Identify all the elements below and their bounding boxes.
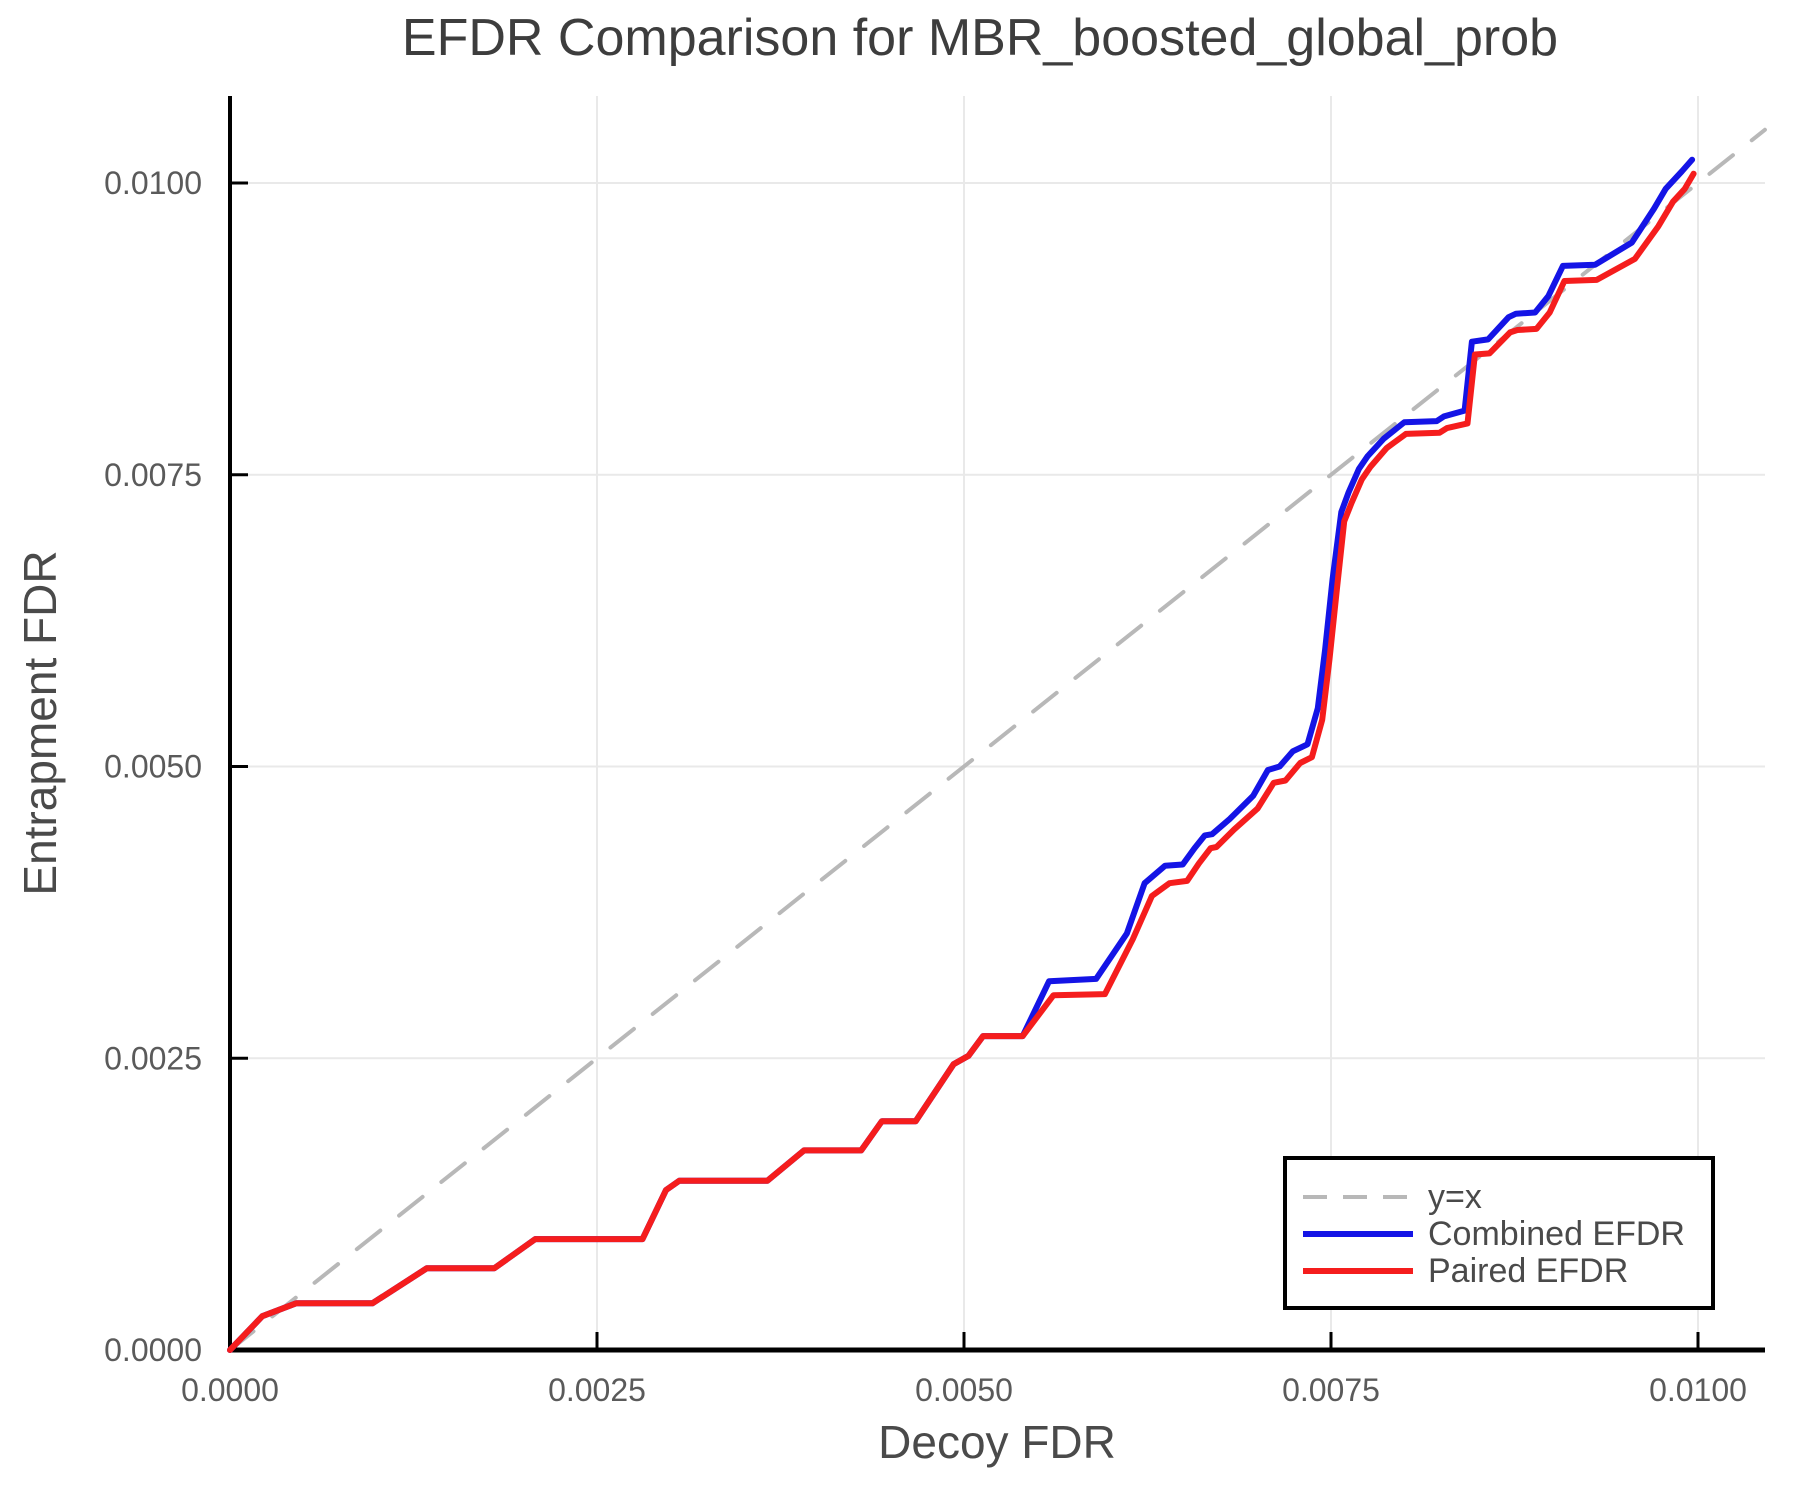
- y-axis-title: Entrapment FDR: [14, 550, 66, 895]
- series-layer: [227, 127, 1767, 1353]
- axis-spines-layer: [228, 96, 1765, 1353]
- x-tick-label: 0.0025: [548, 1372, 646, 1408]
- legend-label-paired: Paired EFDR: [1428, 1252, 1628, 1290]
- y-tick-label: 0.0000: [104, 1332, 202, 1368]
- legend: y=x Combined EFDR Paired EFDR: [1283, 1156, 1715, 1310]
- x-tick-label: 0.0100: [1649, 1372, 1747, 1408]
- x-tick-label: 0.0050: [915, 1372, 1013, 1408]
- x-axis-title: Decoy FDR: [878, 1416, 1116, 1468]
- chart-title: EFDR Comparison for MBR_boosted_global_p…: [402, 9, 1558, 67]
- legend-label-combined: Combined EFDR: [1428, 1215, 1685, 1253]
- tick-labels-layer: 0.0000 0.0025 0.0050 0.0075 0.0100 0.0000 0.00…: [104, 165, 1747, 1408]
- y-tick-label: 0.0100: [104, 165, 202, 201]
- y-tick-label: 0.0025: [104, 1040, 202, 1076]
- gridlines-layer: [230, 96, 1765, 1350]
- legend-label-identity: y=x: [1428, 1178, 1482, 1216]
- x-tick-label: 0.0000: [181, 1372, 279, 1408]
- paired-efdr-line: [227, 170, 1697, 1353]
- x-tick-label: 0.0075: [1282, 1372, 1380, 1408]
- y-tick-label: 0.0075: [104, 457, 202, 493]
- y-tick-label: 0.0050: [104, 749, 202, 785]
